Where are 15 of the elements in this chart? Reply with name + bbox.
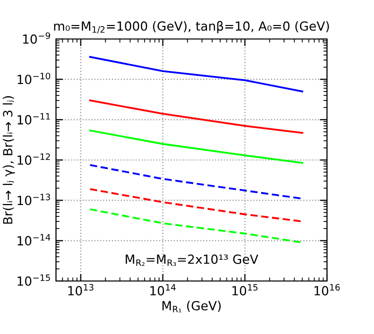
- y-tick-label: 10$^{−10}$: [18, 72, 50, 84]
- y-tick-label: 10$^{−13}$: [18, 194, 50, 206]
- annotation: M$_{R₂}$=M$_{R₃}$=2x10¹³ GeV: [126, 254, 258, 266]
- x-tick-label: 10$^{14}$: [150, 284, 176, 296]
- x-axis-title: M$_{R₁}$ (GeV): [162, 300, 221, 312]
- x-tick-label: 10$^{13}$: [68, 284, 94, 296]
- x-tick-label: 10$^{16}$: [314, 284, 340, 296]
- y-tick-label: 10$^{−11}$: [18, 113, 50, 125]
- y-axis-title: Br(lᵢ→ lⱼ γ), Br(lᵢ→ 3 lⱼ): [2, 96, 15, 224]
- y-tick-label: 10$^{−12}$: [18, 153, 50, 165]
- y-tick-label: 10$^{−15}$: [18, 274, 50, 286]
- chart-title: m₀=M$_{1/2}$=1000 (GeV), tanβ=10, A₀=0 (GeV): [54, 21, 329, 34]
- y-tick-label: 10$^{−14}$: [18, 234, 50, 246]
- y-tick-label: 10$^{−9}$: [23, 32, 50, 44]
- x-tick-label: 10$^{15}$: [232, 284, 258, 296]
